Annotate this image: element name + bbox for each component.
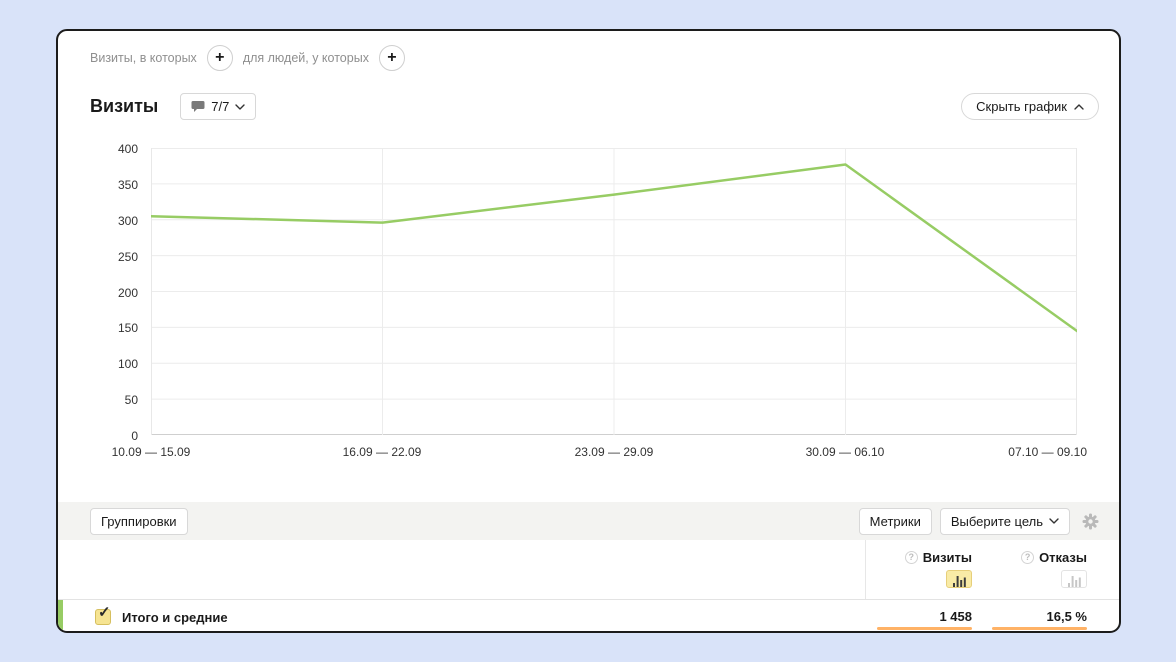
- y-tick: 350: [117, 177, 138, 192]
- table-toolbar: Группировки Метрики Выберите цель: [58, 502, 1119, 540]
- row-separator: [58, 599, 1119, 600]
- x-tick: 30.09 — 06.10: [805, 445, 885, 459]
- total-row-checkbox[interactable]: ✓: [95, 604, 111, 625]
- hide-chart-label: Скрыть график: [976, 99, 1067, 114]
- y-tick: 0: [131, 429, 138, 443]
- chevron-down-icon: [1049, 518, 1059, 524]
- y-tick: 200: [117, 285, 138, 300]
- segment-filters-row: Визиты, в которых + для людей, у которых…: [90, 45, 405, 71]
- bounces-chart-toggle-button[interactable]: [1061, 570, 1087, 588]
- visits-condition-label: Визиты, в которых: [90, 51, 197, 65]
- column-bounces-header[interactable]: ? Отказы: [992, 550, 1087, 565]
- x-tick: 16.09 — 22.09: [342, 445, 422, 459]
- hide-chart-button[interactable]: Скрыть график: [961, 93, 1099, 120]
- bar-chart-icon: [952, 576, 966, 587]
- report-card: Визиты, в которых + для людей, у которых…: [56, 29, 1121, 633]
- x-tick: 10.09 — 15.09: [111, 445, 191, 459]
- gear-icon: [1082, 513, 1099, 529]
- chevron-up-icon: [1074, 103, 1084, 110]
- people-condition-label: для людей, у которых: [242, 51, 369, 65]
- plus-icon: +: [215, 48, 225, 66]
- goal-select-label: Выберите цель: [950, 513, 1043, 529]
- segments-count-badge: 7/7: [211, 99, 230, 114]
- bar-chart-icon: [1067, 576, 1081, 587]
- segments-dropdown[interactable]: 7/7: [180, 93, 257, 120]
- column-visits: ? Визиты: [877, 550, 972, 592]
- total-row-label: Итого и средние: [122, 610, 228, 625]
- settings-button[interactable]: [1078, 513, 1099, 530]
- goal-select-dropdown[interactable]: Выберите цель: [939, 507, 1070, 535]
- bounces-value-bar: [992, 627, 1087, 630]
- total-row-accent-bar: [58, 600, 63, 631]
- checkmark-icon: ✓: [98, 604, 111, 621]
- x-tick: 07.10 — 09.10: [1008, 445, 1087, 459]
- y-tick: 100: [117, 357, 138, 372]
- total-visits-value: 1 458: [939, 609, 972, 624]
- y-tick: 50: [124, 393, 138, 408]
- help-icon[interactable]: ?: [1021, 551, 1035, 564]
- visits-value-bar: [877, 627, 972, 630]
- column-visits-header[interactable]: ? Визиты: [877, 550, 972, 565]
- y-axis-tick-labels: 400 350 300 250 200 150 100 50 0: [58, 142, 138, 443]
- add-people-condition-button[interactable]: +: [378, 45, 405, 71]
- column-visits-label: Визиты: [922, 550, 972, 565]
- page-title: Визиты: [90, 96, 159, 116]
- chevron-down-icon: [235, 103, 246, 110]
- total-bounces-value: 16,5 %: [1046, 609, 1087, 624]
- plus-icon: +: [387, 48, 397, 66]
- comment-icon: [191, 101, 205, 112]
- column-bounces: ? Отказы: [992, 550, 1087, 592]
- add-visit-condition-button[interactable]: +: [206, 45, 233, 71]
- y-tick: 400: [117, 142, 138, 156]
- help-icon[interactable]: ?: [904, 551, 918, 564]
- visits-series-line: [149, 163, 1079, 333]
- x-tick: 23.09 — 29.09: [574, 445, 654, 459]
- y-tick: 300: [117, 213, 138, 228]
- visits-line-chart[interactable]: [149, 148, 1079, 435]
- y-tick: 150: [117, 321, 138, 336]
- metrics-button[interactable]: Метрики: [858, 507, 932, 535]
- column-separator: [865, 540, 866, 599]
- toolbar-right-group: Метрики Выберите цель: [858, 507, 1099, 535]
- groupings-button[interactable]: Группировки: [90, 507, 188, 535]
- y-tick: 250: [117, 249, 138, 264]
- column-bounces-label: Отказы: [1039, 550, 1087, 565]
- chart-header-row: Визиты 7/7 Скрыть график: [90, 93, 1099, 120]
- visits-chart-toggle-button[interactable]: [946, 570, 972, 588]
